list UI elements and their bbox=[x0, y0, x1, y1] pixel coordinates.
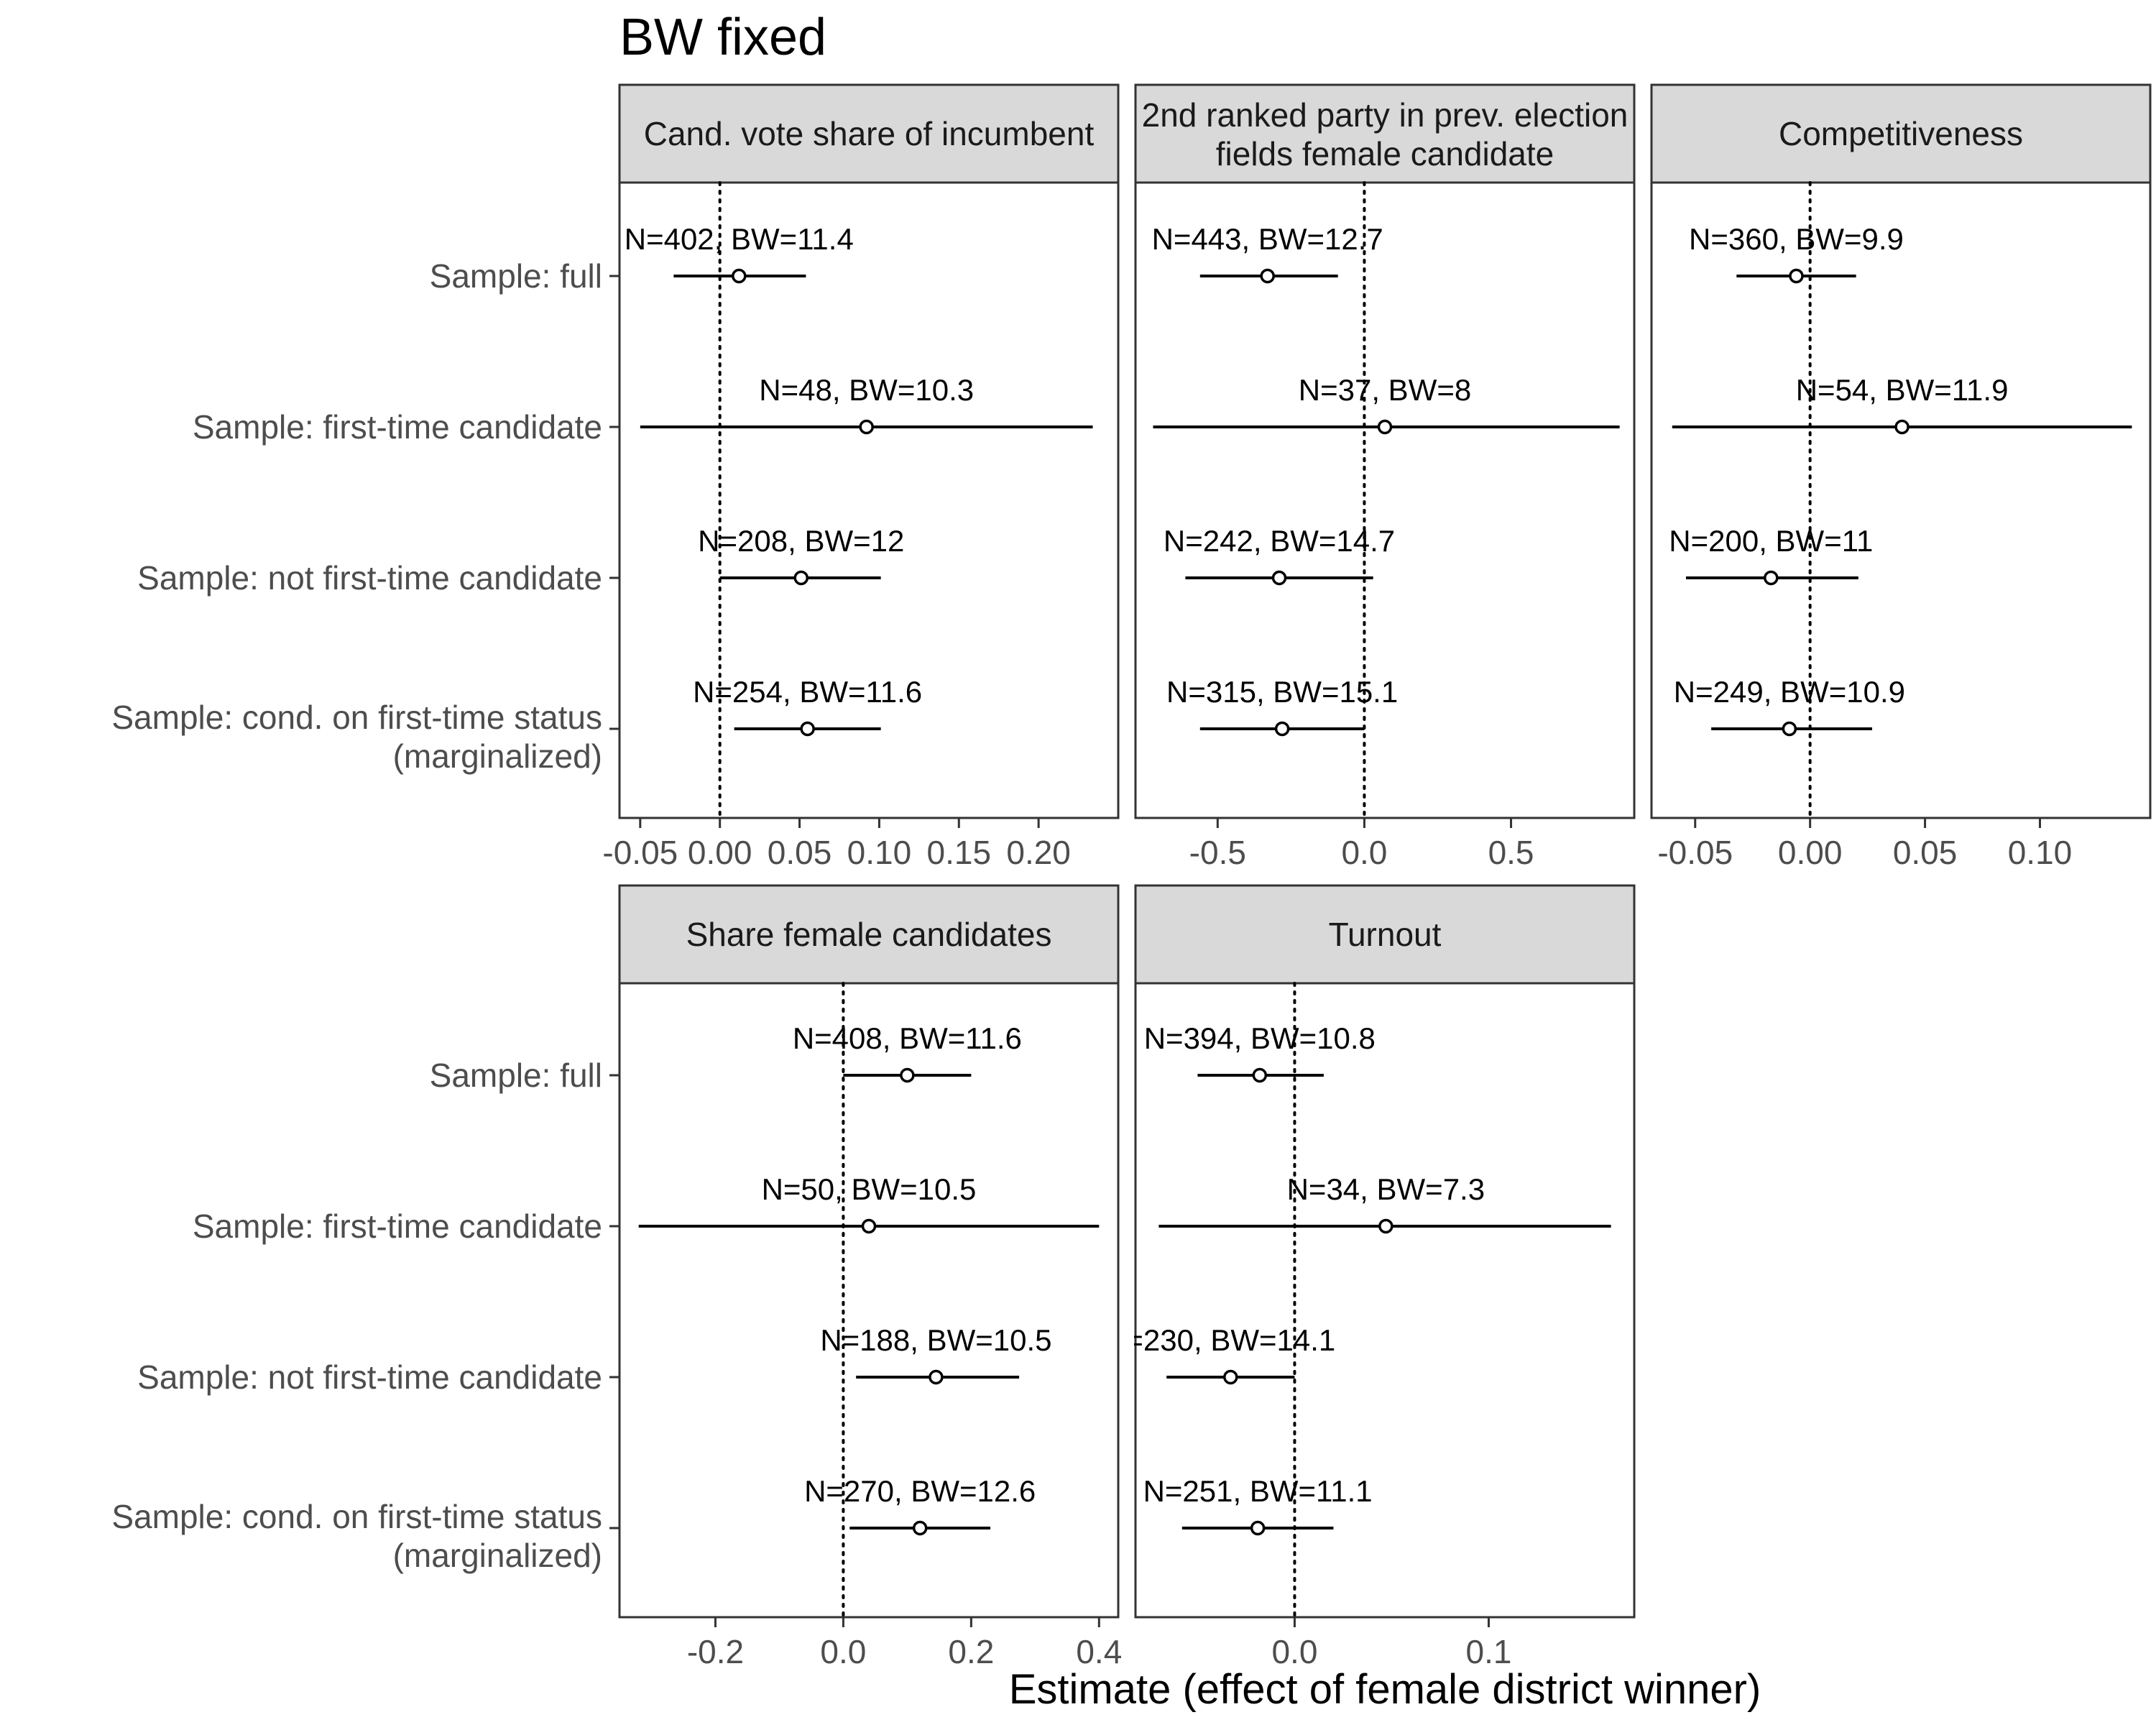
x-tick-label: 0.0 bbox=[820, 1633, 866, 1670]
x-tick-label: 0.0 bbox=[1341, 834, 1387, 871]
point-estimate bbox=[800, 721, 815, 737]
point-estimate bbox=[1378, 1218, 1393, 1234]
data-label: N=443, BW=12.7 bbox=[1152, 222, 1383, 256]
facet-strip bbox=[618, 884, 1120, 985]
data-label: N=394, BW=10.8 bbox=[1144, 1021, 1376, 1055]
point-estimate bbox=[861, 1218, 877, 1234]
point-estimate bbox=[793, 570, 809, 586]
panel-frame bbox=[1650, 181, 2152, 819]
data-label: N=270, BW=12.6 bbox=[804, 1474, 1036, 1508]
x-tick-label: -0.5 bbox=[1189, 834, 1246, 871]
x-tick-label: 0.0 bbox=[1271, 1633, 1317, 1670]
x-axis-label: Estimate (effect of female district winn… bbox=[1009, 1666, 1761, 1713]
point-estimate bbox=[1782, 721, 1797, 737]
data-label: N=360, BW=9.9 bbox=[1689, 222, 1904, 256]
panel-frame bbox=[618, 181, 1120, 819]
x-tick-label: 0.5 bbox=[1488, 834, 1534, 871]
point-estimate bbox=[1260, 268, 1275, 284]
facet-title: Turnout bbox=[1329, 916, 1442, 953]
data-label: N=188, BW=10.5 bbox=[820, 1323, 1051, 1357]
facet-title: Share female candidates bbox=[686, 916, 1052, 953]
x-tick-label: 0.2 bbox=[948, 1633, 994, 1670]
x-tick-label: -0.2 bbox=[687, 1633, 744, 1670]
point-estimate bbox=[912, 1520, 928, 1536]
facet-title: Cand. vote share of incumbent bbox=[644, 115, 1095, 152]
x-tick-label: 0.20 bbox=[1006, 834, 1071, 871]
data-label: N=242, BW=14.7 bbox=[1164, 524, 1395, 558]
data-label: N=54, BW=11.9 bbox=[1796, 373, 2009, 407]
data-label: N=254, BW=11.6 bbox=[693, 675, 922, 709]
x-tick-label: -0.05 bbox=[1657, 834, 1733, 871]
facet-panel: Turnout 0.0 0.1 N=394, BW=10.8 N=34, BW=7.3 =… bbox=[1125, 884, 1636, 1670]
panel-frame bbox=[1134, 181, 1636, 819]
data-label: N=200, BW=11 bbox=[1669, 524, 1873, 558]
point-estimate bbox=[1250, 1520, 1266, 1536]
row-label: Sample: first-time candidate bbox=[193, 408, 602, 446]
data-label: N=48, BW=10.3 bbox=[759, 373, 974, 407]
panel-frame bbox=[1134, 982, 1636, 1619]
point-estimate bbox=[732, 268, 747, 284]
data-label: N=50, BW=10.5 bbox=[762, 1172, 977, 1206]
facet-panel: Share female candidates -0.2 0.0 0.2 0.4 N=40… bbox=[618, 884, 1122, 1670]
point-estimate bbox=[1252, 1067, 1268, 1083]
data-label: N=315, BW=15.1 bbox=[1166, 675, 1398, 709]
data-label: N=251, BW=11.1 bbox=[1143, 1474, 1373, 1508]
row-label: Sample: cond. on first-time status (margi… bbox=[111, 699, 602, 775]
data-label: N=249, BW=10.9 bbox=[1674, 675, 1905, 709]
facet-strip bbox=[618, 83, 1120, 184]
row-label: Sample: full bbox=[430, 1057, 602, 1094]
x-tick-label: 0.1 bbox=[1465, 1633, 1511, 1670]
facet-panel: Cand. vote share of incumbent -0.05 0.00 0.… bbox=[602, 83, 1120, 871]
facet-panel: 2nd ranked party in prev. election fields… bbox=[1134, 83, 1636, 871]
point-estimate bbox=[1223, 1369, 1238, 1385]
point-estimate bbox=[1377, 419, 1393, 435]
point-estimate bbox=[1894, 419, 1909, 435]
point-estimate bbox=[929, 1369, 944, 1385]
x-tick-label: 0.10 bbox=[2008, 834, 2073, 871]
facet-panel: Competitiveness -0.05 0.00 0.05 0.10 N=360, B… bbox=[1650, 83, 2152, 871]
x-tick-label: 0.00 bbox=[1778, 834, 1843, 871]
data-label: N=402, BW=11.4 bbox=[625, 222, 854, 256]
facet-strip bbox=[1134, 884, 1636, 985]
data-label: N=37, BW=8 bbox=[1299, 373, 1471, 407]
data-label: N=208, BW=12 bbox=[698, 524, 904, 558]
row-label: Sample: full bbox=[430, 257, 602, 295]
point-estimate bbox=[1789, 268, 1804, 284]
chart-title: BW fixed bbox=[619, 9, 826, 66]
x-tick-label: 0.05 bbox=[1893, 834, 1958, 871]
point-estimate bbox=[1274, 721, 1290, 737]
data-label: =230, BW=14.1 bbox=[1125, 1323, 1335, 1357]
x-tick-label: 0.4 bbox=[1076, 1633, 1122, 1670]
point-estimate bbox=[900, 1067, 915, 1083]
x-tick-label: 0.15 bbox=[927, 834, 992, 871]
x-tick-label: 0.05 bbox=[768, 834, 832, 871]
row-label: Sample: cond. on first-time status (margi… bbox=[111, 1498, 602, 1574]
facet-title: Competitiveness bbox=[1779, 115, 2023, 152]
point-estimate bbox=[1271, 570, 1287, 586]
facet-strip bbox=[1134, 83, 1636, 184]
x-tick-label: 0.00 bbox=[688, 834, 752, 871]
row-label: Sample: not first-time candidate bbox=[137, 559, 602, 597]
x-tick-label: 0.10 bbox=[847, 834, 912, 871]
row-label: Sample: not first-time candidate bbox=[137, 1358, 602, 1396]
panel-frame bbox=[618, 982, 1120, 1619]
data-label: N=408, BW=11.6 bbox=[793, 1021, 1022, 1055]
row-label: Sample: first-time candidate bbox=[193, 1208, 602, 1245]
point-estimate bbox=[859, 419, 874, 435]
x-tick-label: -0.05 bbox=[602, 834, 678, 871]
facet-title: 2nd ranked party in prev. election fields… bbox=[1142, 96, 1628, 172]
point-estimate bbox=[1764, 570, 1779, 586]
data-label: N=34, BW=7.3 bbox=[1287, 1172, 1485, 1206]
